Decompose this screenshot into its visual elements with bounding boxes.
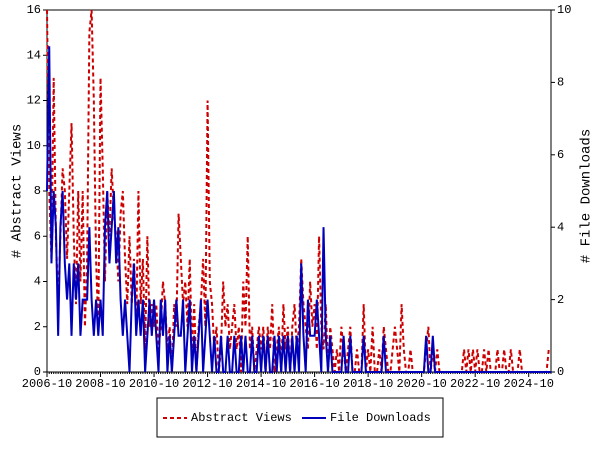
x-tick-label: 2012-10 — [182, 377, 232, 391]
y-tick-label: 0 — [34, 365, 41, 379]
y-axis-label: # Abstract Views — [10, 124, 26, 258]
series-line — [46, 46, 551, 373]
x-tick-label: 2024-10 — [503, 377, 553, 391]
y2-tick-label: 2 — [557, 293, 564, 307]
y2-axis-label: # File Downloads — [579, 129, 595, 263]
x-tick-label: 2018-10 — [343, 377, 393, 391]
legend — [156, 397, 444, 438]
y-tick-label: 16 — [27, 3, 41, 17]
y2-tick-label: 10 — [557, 3, 571, 17]
y2-tick-label: 4 — [557, 220, 564, 234]
x-tick-label: 2014-10 — [236, 377, 286, 391]
x-tick-label: 2006-10 — [22, 377, 72, 391]
y-tick-label: 4 — [34, 275, 41, 289]
y-tick-label: 10 — [27, 139, 41, 153]
y-tick-label: 6 — [34, 229, 41, 243]
x-tick-label: 2010-10 — [129, 377, 179, 391]
y-tick-label: 14 — [27, 48, 41, 62]
y2-tick-label: 8 — [557, 76, 564, 90]
y2-tick-label: 6 — [557, 148, 564, 162]
x-tick-label: 2022-10 — [450, 377, 500, 391]
x-tick-label: 2008-10 — [75, 377, 125, 391]
y-tick-label: 2 — [34, 320, 41, 334]
y2-tick-label: 0 — [557, 365, 564, 379]
legend-label: File Downloads — [330, 411, 431, 425]
y-tick-label: 8 — [34, 184, 41, 198]
legend-label: Abstract Views — [191, 411, 292, 425]
x-tick-label: 2016-10 — [289, 377, 339, 391]
y-tick-label: 12 — [27, 94, 41, 108]
x-tick-label: 2020-10 — [396, 377, 446, 391]
